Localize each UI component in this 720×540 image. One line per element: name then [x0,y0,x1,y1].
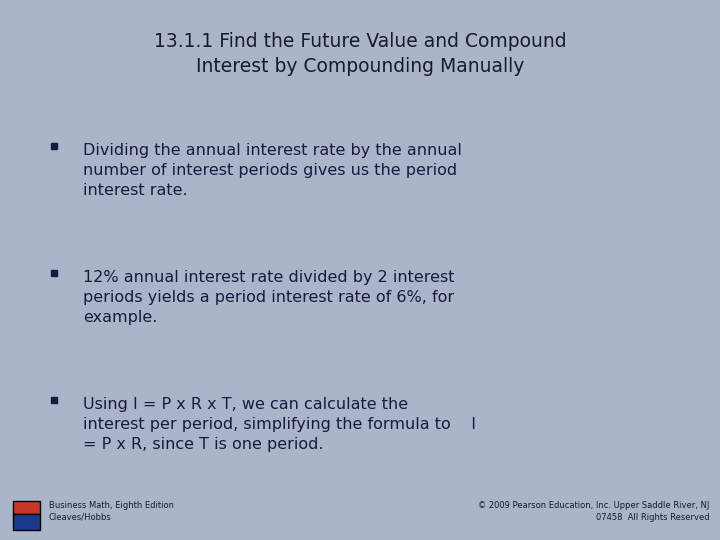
FancyBboxPatch shape [13,501,40,514]
Text: 13.1.1 Find the Future Value and Compound
Interest by Compounding Manually: 13.1.1 Find the Future Value and Compoun… [153,32,567,76]
Text: © 2009 Pearson Education, Inc. Upper Saddle River, NJ
07458  All Rights Reserved: © 2009 Pearson Education, Inc. Upper Sad… [478,501,709,522]
FancyBboxPatch shape [13,514,40,530]
Text: Dividing the annual interest rate by the annual
number of interest periods gives: Dividing the annual interest rate by the… [83,143,462,198]
Text: Using I = P x R x T, we can calculate the
interest per period, simplifying the f: Using I = P x R x T, we can calculate th… [83,397,476,451]
Text: Business Math, Eighth Edition
Cleaves/Hobbs: Business Math, Eighth Edition Cleaves/Ho… [49,501,174,522]
Text: 12% annual interest rate divided by 2 interest
periods yields a period interest : 12% annual interest rate divided by 2 in… [83,270,454,325]
